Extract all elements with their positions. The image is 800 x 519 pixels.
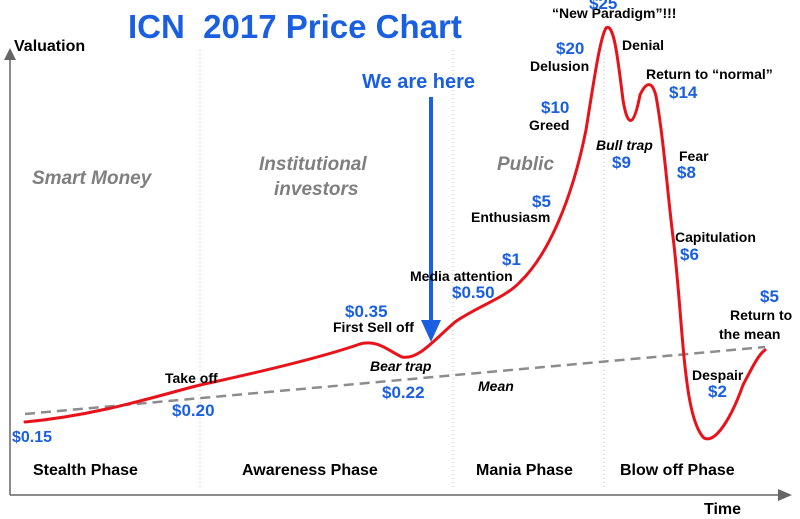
group-investors: investors	[274, 179, 358, 200]
phase-label: Mania Phase	[476, 462, 573, 479]
price-label: $2	[708, 382, 727, 401]
price-label: $10	[541, 98, 569, 117]
event-label: Bull trap	[596, 137, 653, 153]
event-label: Greed	[529, 117, 569, 133]
group-public: Public	[497, 154, 554, 175]
event-label: Return to	[730, 307, 792, 323]
event-label: Delusion	[530, 58, 589, 74]
price-label: $0.20	[172, 401, 215, 420]
price-label: $9	[612, 153, 631, 172]
x-axis-arrow-icon	[778, 489, 792, 501]
event-label: Return to “normal”	[646, 66, 773, 82]
event-label: Enthusiasm	[471, 209, 550, 225]
group-institutional: Institutional	[259, 154, 367, 175]
price-label: $5	[532, 192, 551, 211]
price-label: $6	[680, 245, 699, 264]
chart-title: ICN 2017 Price Chart	[128, 8, 462, 45]
pointer-label: We are here	[362, 71, 475, 93]
phase-label: Awareness Phase	[242, 462, 378, 479]
price-label: $0.15	[12, 429, 52, 446]
price-label: $5	[760, 287, 779, 306]
phase-label: Stealth Phase	[33, 462, 138, 479]
event-label: Take off	[165, 370, 218, 386]
mean-line	[24, 345, 766, 416]
mean-label: Mean	[478, 378, 514, 394]
event-label: the mean	[719, 326, 780, 342]
phase-label: Blow off Phase	[620, 462, 735, 479]
price-label: $0.35	[345, 302, 388, 321]
price-label: $1	[502, 250, 521, 269]
price-label: $14	[669, 83, 698, 102]
price-curve	[23, 25, 767, 441]
x-axis-label: Time	[704, 501, 741, 518]
event-label: First Sell off	[333, 319, 414, 335]
event-label: Fear	[679, 148, 709, 164]
event-label: Denial	[622, 37, 664, 53]
event-label: Capitulation	[675, 229, 756, 245]
pointer-arrowhead-icon	[421, 320, 441, 342]
event-label: Media attention	[410, 268, 513, 284]
y-axis-arrow-icon	[4, 48, 16, 60]
price-label: $0.22	[382, 383, 425, 402]
price-label: $8	[677, 163, 696, 182]
group-smart-money: Smart Money	[32, 168, 153, 189]
event-label: Despair	[692, 367, 744, 383]
price-label: $20	[556, 39, 584, 58]
price-label: $0.50	[452, 283, 495, 302]
event-label: Bear trap	[370, 358, 432, 374]
y-axis-label: Valuation	[14, 38, 85, 55]
price-label: $25	[589, 0, 617, 13]
event-label: “New Paradigm”!!!	[552, 5, 676, 21]
